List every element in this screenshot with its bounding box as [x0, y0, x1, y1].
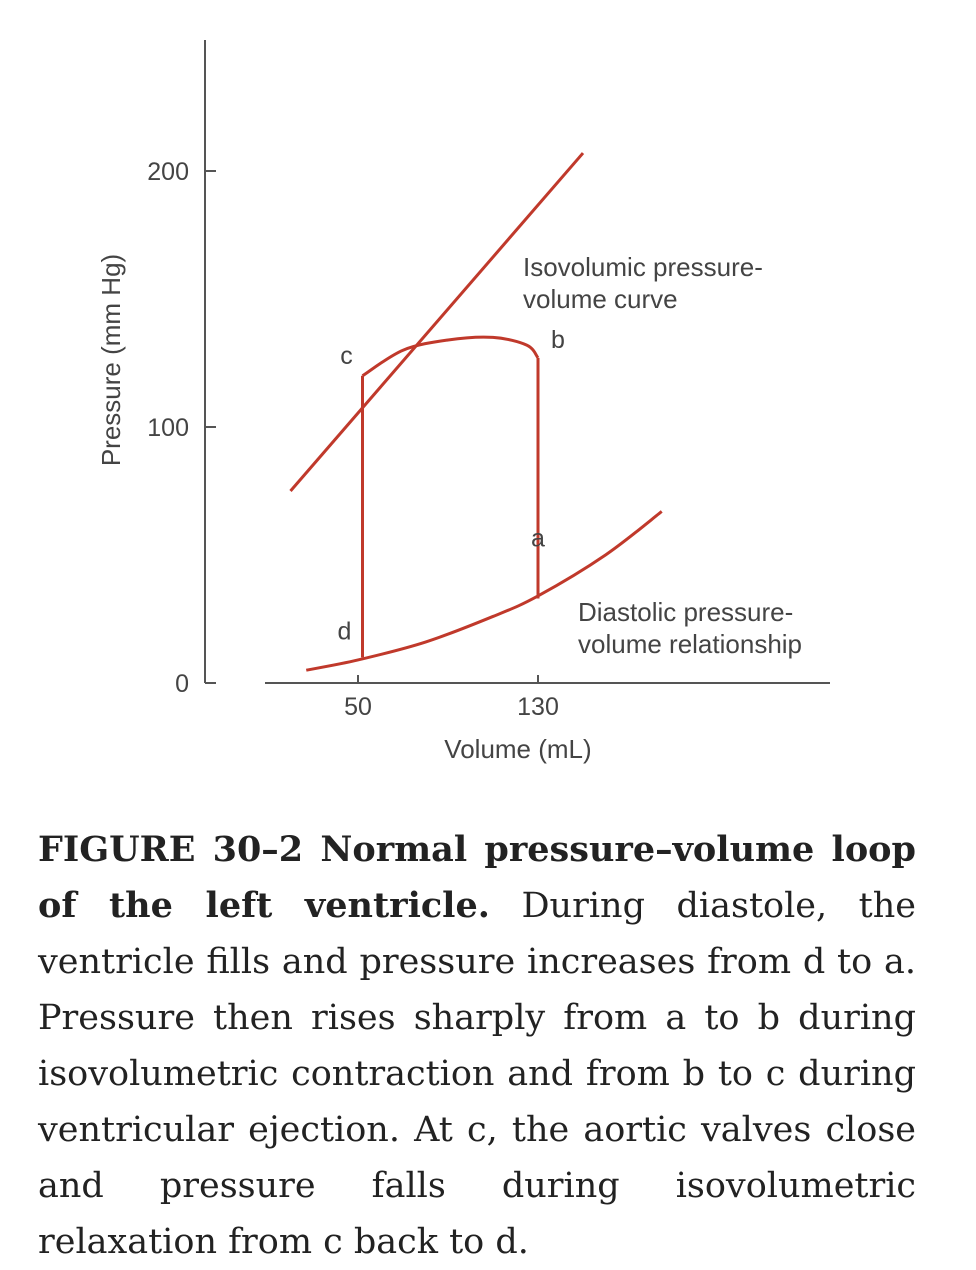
y-axis-label: Pressure (mm Hg)	[96, 254, 126, 466]
diastolic-curve-line	[305, 510, 663, 672]
x-tick-label: 130	[517, 693, 559, 721]
caption-body: During diastole, the ventricle fills and…	[38, 886, 917, 1262]
chart-labels: Isovolumic pressure-volume curve Diastoli…	[338, 252, 802, 659]
y-tick-label: 200	[147, 158, 189, 186]
point-label-c: c	[340, 342, 353, 370]
figure-caption: FIGURE 30–2 Normal pressure–volume loop …	[38, 822, 916, 1270]
caption-title: FIGURE 30–2 Normal pressure–volume loop …	[38, 829, 916, 926]
y-tick-label: 100	[147, 414, 189, 442]
chart-curves	[289, 152, 663, 672]
isovolumic-curve-label: Isovolumic pressure-volume curve	[523, 252, 763, 314]
isovolumic-curve-line	[289, 152, 585, 492]
y-tick-label: 0	[175, 670, 189, 698]
diastolic-curve-label: Diastolic pressure-volume relationship	[578, 597, 802, 659]
x-tick-label: 50	[344, 693, 372, 721]
x-axis-label: Volume (mL)	[444, 734, 591, 764]
ejection-arc-line	[361, 335, 540, 378]
point-label-d: d	[338, 617, 352, 645]
chart-axes: 0 100 200 50 130 Volume (mL) Pressure (mm Hg)	[96, 40, 830, 764]
point-label-a: a	[531, 525, 545, 553]
point-label-b: b	[551, 326, 565, 354]
